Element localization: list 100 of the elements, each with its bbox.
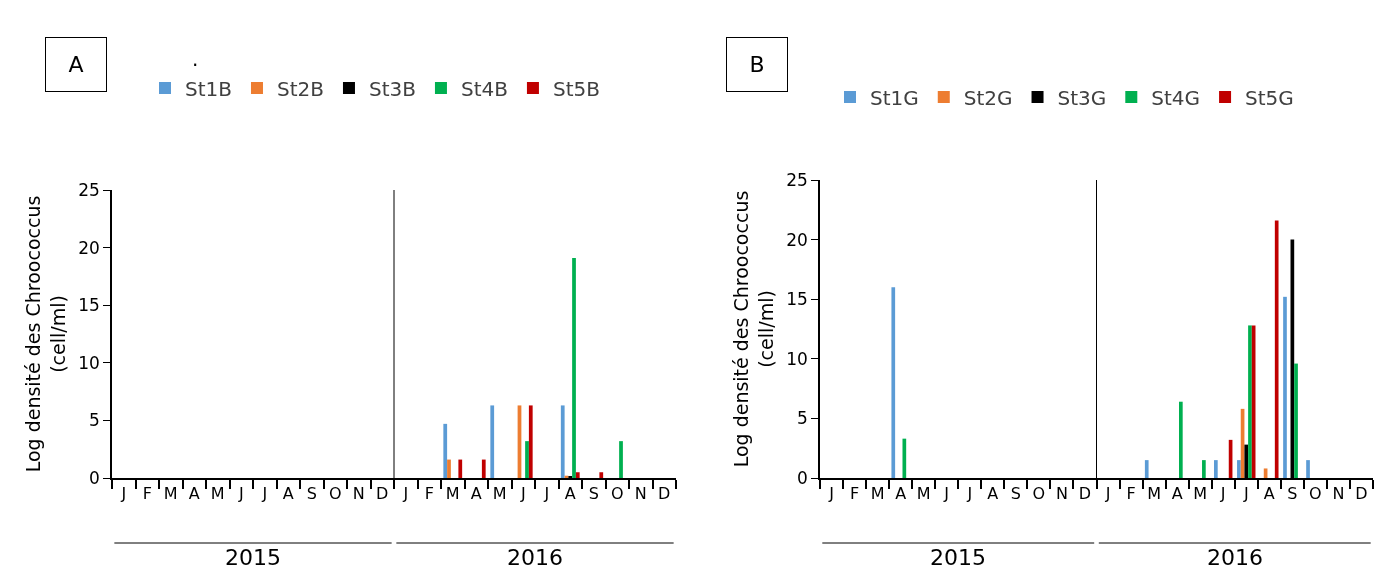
y-tick-label: 15 <box>78 295 100 316</box>
bar <box>619 441 623 478</box>
y-tick-label: 5 <box>89 410 100 431</box>
y-tick-label: 25 <box>78 179 100 200</box>
legend-label: St5B <box>552 76 600 101</box>
text: 2015 <box>930 545 986 570</box>
x-tick-label: M <box>1193 483 1208 503</box>
y-tick-label: 0 <box>89 467 100 488</box>
y-tick-label: 10 <box>786 348 808 369</box>
y-tick-label: 15 <box>786 289 808 310</box>
bar <box>575 472 580 478</box>
x-tick-label: O <box>328 483 342 503</box>
x-tick-label: N <box>352 483 365 503</box>
x-tick-label: A <box>282 483 294 503</box>
x-tick-label: A <box>987 483 999 503</box>
bar <box>1306 460 1310 478</box>
y-tick-label: 5 <box>797 408 808 429</box>
text: 2016 <box>1207 545 1263 570</box>
x-tick-label: M <box>916 483 931 503</box>
bar <box>599 472 604 478</box>
bar <box>560 405 565 478</box>
x-tick-label: J <box>943 483 950 503</box>
x-tick-label: A <box>564 483 576 503</box>
legend-label: St1B <box>185 76 232 101</box>
y-tick-label: 0 <box>797 467 808 488</box>
legend-label: St2B <box>276 76 324 101</box>
bar <box>1214 460 1218 478</box>
x-tick-label: A <box>188 483 200 503</box>
bar <box>891 287 896 478</box>
x-tick-label: J <box>261 483 268 503</box>
x-tick-label: O <box>1309 483 1322 503</box>
x-tick-label: N <box>1332 483 1345 503</box>
legend-label: St1G <box>870 85 919 110</box>
x-tick-label: J <box>120 483 127 503</box>
x-tick-label: M <box>445 483 460 503</box>
x-tick-label: J <box>1219 483 1226 503</box>
bar <box>481 459 486 478</box>
x-tick-label: A <box>1263 483 1275 503</box>
x-tick-label: J <box>966 483 973 503</box>
legend-label: St4G <box>1151 85 1201 110</box>
legend-label: St2G <box>963 85 1013 110</box>
x-tick-label: M <box>1147 483 1162 503</box>
bar <box>1283 296 1287 478</box>
legend-label: St3G <box>1057 85 1107 110</box>
bar <box>1248 325 1252 478</box>
bar <box>443 423 448 478</box>
bar <box>447 459 451 478</box>
x-tick-label: A <box>470 483 482 503</box>
bar <box>458 459 463 478</box>
x-tick-label: A <box>895 483 907 503</box>
x-tick-label: J <box>828 483 834 503</box>
chart-title: A <box>68 52 84 77</box>
bar <box>1237 460 1241 478</box>
y-axis-title: Log densité des Chroococcus (cell/ml) <box>729 190 777 468</box>
text: 2016 <box>507 545 563 570</box>
legend-label: St4B <box>460 76 508 101</box>
x-tick-label: M <box>210 483 225 503</box>
x-tick-label: N <box>1055 483 1068 503</box>
x-tick-label: N <box>634 483 647 503</box>
y-tick-label: 10 <box>78 352 100 373</box>
x-tick-label: O <box>1032 483 1046 503</box>
y-tick-label: 25 <box>786 169 808 190</box>
x-tick-label: A <box>1171 483 1183 503</box>
x-tick-label: J <box>1104 483 1111 503</box>
x-tick-label: O <box>610 483 624 503</box>
legend-label: St5G <box>1245 85 1294 110</box>
x-tick-label: D <box>376 483 389 503</box>
x-tick-label: S <box>588 483 599 503</box>
text: 2015 <box>225 545 281 570</box>
bar <box>1178 401 1183 478</box>
x-tick-label: M <box>492 483 507 503</box>
x-tick-label: D <box>1078 483 1092 503</box>
x-tick-label: F <box>1126 483 1136 503</box>
x-tick-label: S <box>1287 483 1298 503</box>
x-tick-label: S <box>306 483 317 503</box>
y-axis-title: Log densité des Chroococcus (cell/ml) <box>21 195 69 473</box>
x-tick-label: J <box>543 483 550 503</box>
bar <box>1294 363 1298 478</box>
bar <box>528 405 533 478</box>
legend-label: St3B <box>368 76 416 101</box>
bar <box>1202 460 1206 478</box>
bar <box>572 257 576 478</box>
y-tick-label: 20 <box>786 229 808 250</box>
chart-title: B <box>749 52 765 77</box>
x-tick-label: J <box>1242 483 1249 503</box>
bar <box>1144 460 1149 478</box>
x-tick-label: D <box>658 483 671 503</box>
bar <box>525 441 529 478</box>
x-tick-label: F <box>142 483 152 503</box>
x-tick-label: J <box>519 483 526 503</box>
bar <box>1274 220 1279 478</box>
bar <box>902 438 907 478</box>
x-tick-label: F <box>424 483 434 503</box>
x-tick-label: M <box>163 483 178 503</box>
x-tick-label: J <box>237 483 244 503</box>
x-tick-label: M <box>870 483 885 503</box>
x-tick-label: J <box>402 483 409 503</box>
x-tick-label: S <box>1010 483 1021 503</box>
x-tick-label: D <box>1355 483 1368 503</box>
text: . <box>192 47 199 71</box>
